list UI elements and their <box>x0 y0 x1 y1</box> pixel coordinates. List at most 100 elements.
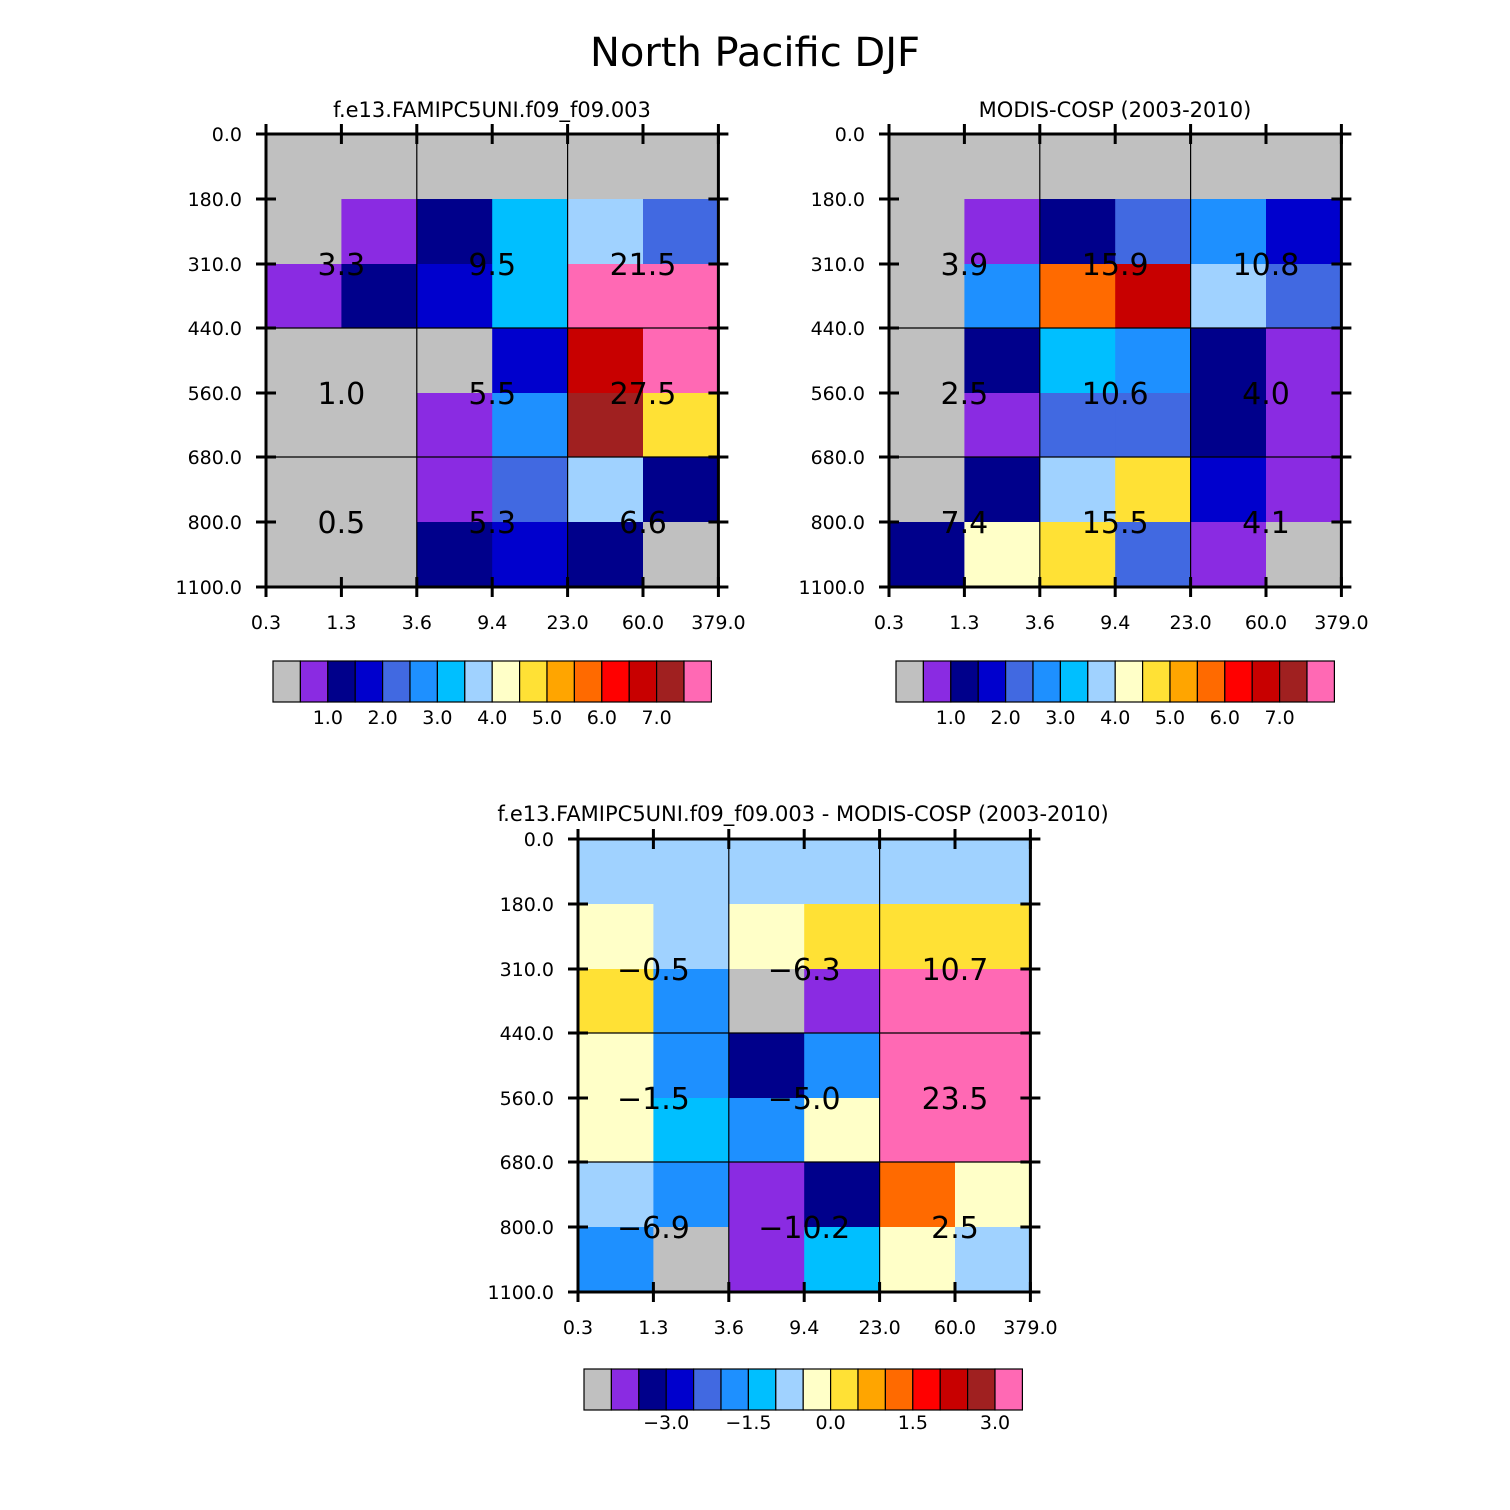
colorbar-label: −3.0 <box>643 1412 689 1434</box>
colorbar-swatch <box>966 1368 996 1411</box>
group-value-label: 15.5 <box>1082 506 1149 541</box>
heatmap-cell <box>1039 264 1116 329</box>
heatmap-cell <box>1190 522 1267 588</box>
group-value-label: −10.2 <box>758 1211 850 1246</box>
y-tick-label: 0.0 <box>835 124 865 146</box>
colorbar-swatch <box>977 660 1007 703</box>
heatmap-cell <box>653 1033 730 1099</box>
group-value-label: 10.8 <box>1233 248 1300 283</box>
group-value-label: 0.5 <box>318 506 366 541</box>
heatmap-cell <box>964 199 1041 265</box>
heatmap-cell <box>1190 199 1267 265</box>
heatmap-cell <box>955 1098 1031 1163</box>
y-tick-label: 680.0 <box>811 447 865 469</box>
heatmap-cell <box>567 328 644 394</box>
colorbar-label: 3.0 <box>1045 707 1075 729</box>
heatmap-cell <box>266 393 342 458</box>
heatmap-cell <box>492 264 569 329</box>
heatmap-cell <box>1039 134 1116 200</box>
heatmap-cell <box>653 1162 730 1228</box>
heatmap-cell <box>955 1033 1031 1099</box>
colorbar-swatch <box>436 660 466 703</box>
heatmap-cell <box>492 134 569 200</box>
colorbar-swatch <box>354 660 384 703</box>
group-value-label: −6.3 <box>768 953 841 988</box>
y-tick-label: 1100.0 <box>799 577 865 599</box>
colorbar-swatch <box>939 1368 969 1411</box>
heatmap-cell <box>578 1227 654 1293</box>
panel-title: MODIS-COSP (2003-2010) <box>979 98 1252 122</box>
heatmap-cell <box>578 1098 654 1163</box>
y-tick-label: 680.0 <box>500 1152 554 1174</box>
colorbar-swatch <box>692 1368 722 1411</box>
heatmap-cell <box>889 393 965 458</box>
heatmap-cell <box>1115 199 1192 265</box>
colorbar-swatch <box>1032 660 1061 703</box>
colorbar-label: 6.0 <box>1210 707 1240 729</box>
colorbar-label: 1.5 <box>898 1412 928 1434</box>
panel-difference: f.e13.FAMIPC5UNI.f09_f09.003 - MODIS-COS… <box>488 802 1109 1339</box>
group-value-label: 27.5 <box>610 377 677 412</box>
heatmap-cell <box>1039 393 1116 458</box>
y-tick-label: 800.0 <box>500 1217 554 1239</box>
heatmap-cell <box>1266 328 1342 394</box>
colorbar-label: 4.0 <box>1100 707 1130 729</box>
group-value-label: 2.5 <box>931 1211 979 1246</box>
heatmap-cell <box>728 904 805 970</box>
heatmap-cell <box>643 328 719 394</box>
colorbar-label: 2.0 <box>367 707 397 729</box>
heatmap-cell <box>416 328 493 394</box>
colorbar-swatch <box>922 660 952 703</box>
heatmap-cell <box>879 969 956 1034</box>
heatmap-cell <box>964 328 1041 394</box>
colorbar-difference: −3.0 −1.5 0.0 1.5 3.0 <box>583 1368 1023 1434</box>
colorbar-swatch <box>327 660 356 703</box>
group-value-label: 4.0 <box>1242 377 1290 412</box>
x-tick-label: 23.0 <box>858 1317 900 1339</box>
colorbar-label: 1.0 <box>936 707 966 729</box>
heatmap-cell <box>1190 134 1267 200</box>
colorbar-swatch <box>1224 660 1253 703</box>
x-tick-label: 60.0 <box>934 1317 976 1339</box>
x-tick-label: 60.0 <box>1245 612 1287 634</box>
heatmap-cell <box>266 134 342 200</box>
x-tick-label: 379.0 <box>691 612 745 634</box>
heatmap-cell <box>266 264 342 329</box>
y-tick-label: 560.0 <box>500 1088 554 1110</box>
colorbar-swatch <box>628 660 658 703</box>
y-tick-label: 310.0 <box>188 254 242 276</box>
colorbar-swatch <box>747 1368 777 1411</box>
heatmap-cell <box>1190 457 1267 523</box>
group-value-label: 15.9 <box>1082 248 1149 283</box>
heatmap-cell <box>1190 328 1267 394</box>
heatmap-cell <box>889 328 965 394</box>
colorbar-swatch <box>1004 660 1034 703</box>
x-tick-label: 23.0 <box>1169 612 1211 634</box>
heatmap-cell <box>653 1227 730 1293</box>
y-tick-label: 440.0 <box>500 1023 554 1045</box>
heatmap-cell <box>879 904 956 970</box>
heatmap-cell <box>416 264 493 329</box>
heatmap-cell <box>964 457 1041 523</box>
x-tick-label: 379.0 <box>1314 612 1368 634</box>
heatmap-cell <box>643 199 719 265</box>
heatmap-cell <box>804 969 881 1034</box>
colorbar-label: 7.0 <box>1264 707 1294 729</box>
colorbar-swatch <box>655 660 685 703</box>
heatmap-cell <box>578 1033 654 1099</box>
heatmap-cell <box>567 264 644 329</box>
colorbar-swatch <box>491 660 521 703</box>
heatmap-cell <box>578 1162 654 1228</box>
heatmap-cell <box>1115 522 1192 588</box>
colorbar-swatch <box>409 660 438 703</box>
heatmap-cell <box>889 522 965 588</box>
heatmap-cell <box>567 199 644 265</box>
heatmap-cell <box>804 1227 881 1293</box>
group-value-label: 3.3 <box>318 248 366 283</box>
colorbar-swatch <box>829 1368 859 1411</box>
colorbar-swatch <box>857 1368 886 1411</box>
heatmap-cell <box>341 328 418 394</box>
group-value-label: 4.1 <box>1242 506 1290 541</box>
heatmap-cell <box>341 457 418 523</box>
colorbar-swatch <box>683 660 712 703</box>
